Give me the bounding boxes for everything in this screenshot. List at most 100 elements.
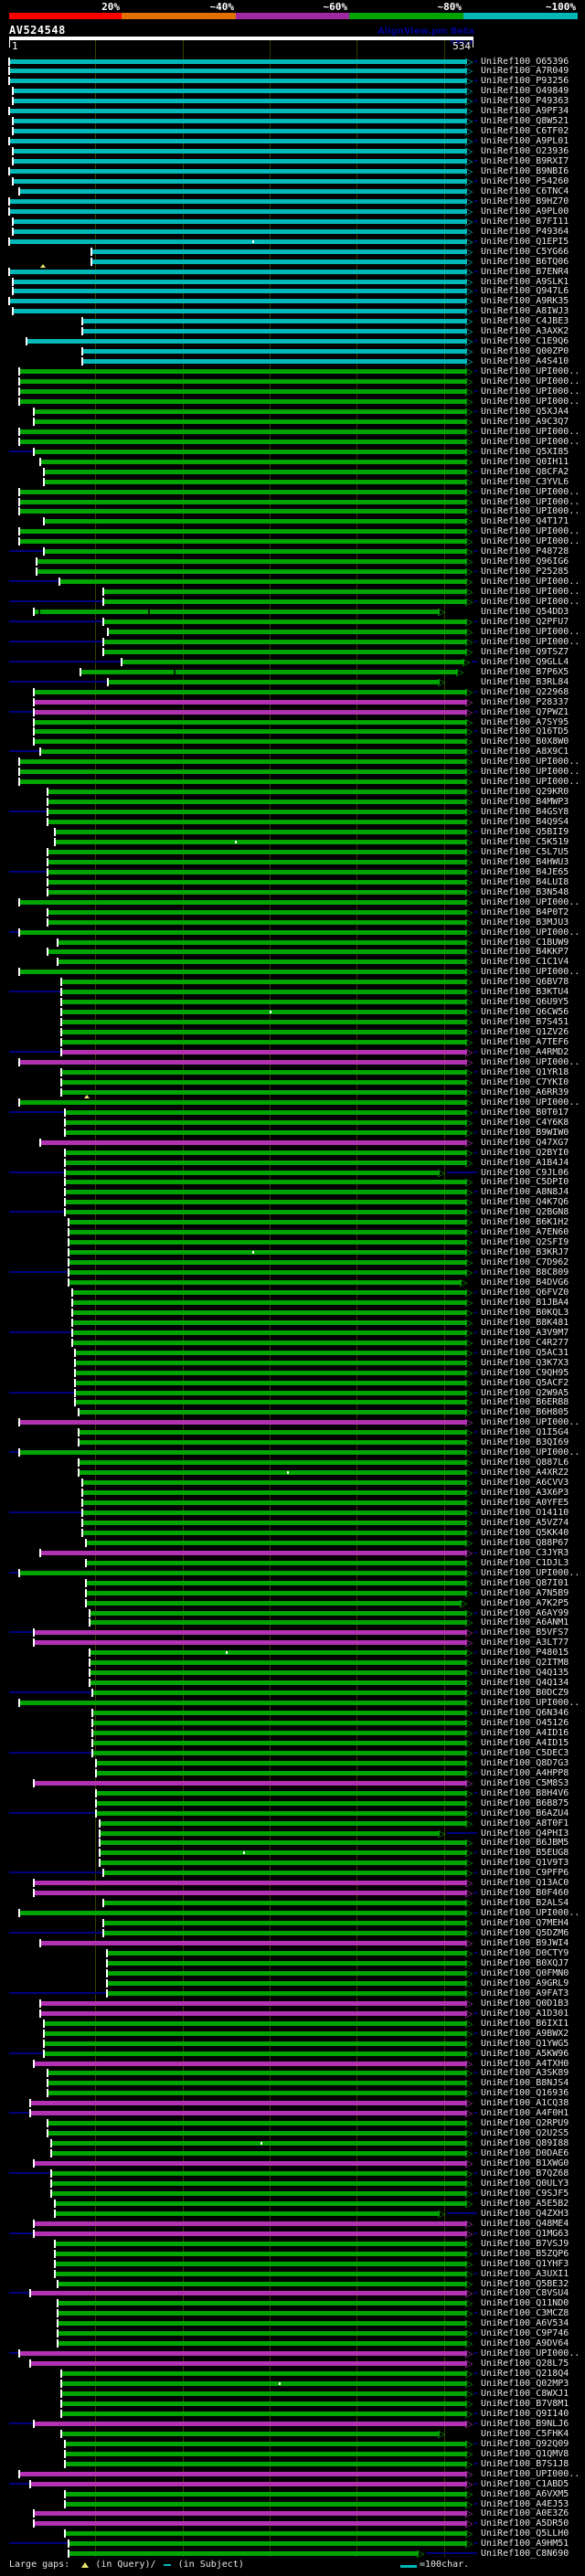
hit-label[interactable]: UniRef100_Q6N346	[481, 1708, 569, 1718]
alignment-row[interactable]: ▷ UniRef100_UPI000..	[0, 1698, 585, 1708]
hit-label[interactable]: UniRef100_Q9GLL4	[481, 657, 569, 667]
alignment-row[interactable]: ▷ UniRef100_Q00ZP0	[0, 346, 585, 356]
alignment-row[interactable]: ▷ UniRef100_Q5AC31	[0, 1348, 585, 1358]
alignment-row[interactable]: ▷ UniRef100_UPI000..	[0, 587, 585, 597]
hit-label[interactable]: UniRef100_A9PF34	[481, 106, 569, 116]
hit-label[interactable]: UniRef100_UPI000..	[481, 928, 580, 938]
hit-label[interactable]: UniRef100_A9DV64	[481, 2338, 569, 2348]
alignment-row[interactable]: ▷ UniRef100_Q3K7X3	[0, 1358, 585, 1368]
hit-label[interactable]: UniRef100_C5DEC3	[481, 1748, 569, 1758]
alignment-row[interactable]: ▷ UniRef100_UPI000..	[0, 1057, 585, 1067]
alignment-row[interactable]: ▷ UniRef100_A9PL01	[0, 136, 585, 146]
hit-label[interactable]: UniRef100_A4XRZ2	[481, 1468, 569, 1478]
hit-label[interactable]: UniRef100_Q7MEH4	[481, 1918, 569, 1928]
hit-label[interactable]: UniRef100_UPI000..	[481, 967, 580, 977]
hit-label[interactable]: UniRef100_C6TNC4	[481, 186, 569, 196]
alignment-row[interactable]: ▷ UniRef100_A7TEF6	[0, 1037, 585, 1047]
alignment-row[interactable]: ▷ UniRef100_A9HM51	[0, 2539, 585, 2549]
hit-label[interactable]: UniRef100_C4Y6K8	[481, 1118, 569, 1128]
alignment-row[interactable]: ▷ UniRef100_UPI000..	[0, 1447, 585, 1458]
alignment-row[interactable]: ▷ UniRef100_P49363	[0, 96, 585, 106]
hit-label[interactable]: UniRef100_Q8W521	[481, 116, 569, 126]
alignment-row[interactable]: ▷ UniRef100_A4XRZ2	[0, 1468, 585, 1478]
hit-label[interactable]: UniRef100_A0E3Z6	[481, 2508, 569, 2518]
alignment-row[interactable]: ▷ UniRef100_C9JL06	[0, 1168, 585, 1178]
alignment-row[interactable]: ▷ UniRef100_B4Q9S4	[0, 817, 585, 827]
alignment-row[interactable]: ▷ UniRef100_Q16TD5	[0, 726, 585, 737]
hit-label[interactable]: UniRef100_UPI000..	[481, 437, 580, 447]
hit-label[interactable]: UniRef100_UPI000..	[481, 2469, 580, 2479]
hit-label[interactable]: UniRef100_Q2RPU9	[481, 2118, 569, 2128]
hit-label[interactable]: UniRef100_A4S410	[481, 356, 569, 366]
alignment-row[interactable]: ▷ UniRef100_A5VZ74	[0, 1518, 585, 1528]
hit-label[interactable]: UniRef100_Q2SFI9	[481, 1237, 569, 1247]
alignment-row[interactable]: ▷ UniRef100_UPI000..	[0, 597, 585, 607]
alignment-row[interactable]: ▷ UniRef100_Q5BII9	[0, 827, 585, 837]
alignment-row[interactable]: ▷ UniRef100_Q22968	[0, 687, 585, 697]
alignment-row[interactable]: ▷ UniRef100_Q8D7G3	[0, 1758, 585, 1768]
alignment-row[interactable]: ▷ UniRef100_C4JBE3	[0, 316, 585, 326]
hit-label[interactable]: UniRef100_Q4Q135	[481, 1668, 569, 1678]
hit-label[interactable]: UniRef100_A6AY99	[481, 1608, 569, 1618]
hit-label[interactable]: UniRef100_Q3K7X3	[481, 1358, 569, 1368]
hit-label[interactable]: UniRef100_Q9TSZ7	[481, 647, 569, 657]
alignment-row[interactable]: ▷ UniRef100_A9PF34	[0, 106, 585, 116]
alignment-row[interactable]: ▷ UniRef100_Q1EPI5	[0, 237, 585, 247]
hit-label[interactable]: UniRef100_UPI000..	[481, 637, 580, 647]
hit-label[interactable]: UniRef100_B8C809	[481, 1267, 569, 1277]
alignment-row[interactable]: ▷ UniRef100_C1DJL3	[0, 1558, 585, 1568]
alignment-row[interactable]: ▷ UniRef100_Q4K7Q6	[0, 1197, 585, 1207]
hit-label[interactable]: UniRef100_Q0ULY3	[481, 2178, 569, 2189]
hit-label[interactable]: UniRef100_A4ID15	[481, 1738, 569, 1748]
hit-label[interactable]: UniRef100_Q218Q4	[481, 2369, 569, 2379]
alignment-row[interactable]: ▷ UniRef100_A9FAT3	[0, 1988, 585, 1998]
alignment-row[interactable]: ▷ UniRef100_Q0FMN0	[0, 1968, 585, 1978]
alignment-row[interactable]: ▷ UniRef100_Q1MG63	[0, 2229, 585, 2239]
alignment-row[interactable]: ▷ UniRef100_UPI000..	[0, 437, 585, 447]
alignment-row[interactable]: ▷ UniRef100_Q7MEH4	[0, 1918, 585, 1928]
hit-label[interactable]: UniRef100_Q1YHF3	[481, 2259, 569, 2269]
alignment-row[interactable]: ▷ UniRef100_C4Y6K8	[0, 1118, 585, 1128]
alignment-row[interactable]: ▷ UniRef100_P54260	[0, 176, 585, 186]
alignment-row[interactable]: ▷ UniRef100_B3N548	[0, 887, 585, 897]
alignment-row[interactable]: ▷ UniRef100_B5ZQP6	[0, 2249, 585, 2259]
alignment-row[interactable]: ▷ UniRef100_A6AY99	[0, 1608, 585, 1618]
hit-label[interactable]: UniRef100_B6H805	[481, 1407, 569, 1417]
hit-label[interactable]: UniRef100_Q4PHI3	[481, 1829, 569, 1839]
alignment-row[interactable]: ▷ UniRef100_Q29KR0	[0, 787, 585, 797]
alignment-row[interactable]: ▷ UniRef100_B3MJU3	[0, 917, 585, 928]
alignment-row[interactable]: ▷ UniRef100_A7N5B9	[0, 1588, 585, 1598]
hit-label[interactable]: UniRef100_B9JWI4	[481, 1938, 569, 1948]
hit-label[interactable]: UniRef100_Q4ZXH3	[481, 2209, 569, 2219]
alignment-row[interactable]: ▷ UniRef100_A4TXH0	[0, 2059, 585, 2069]
hit-label[interactable]: UniRef100_A9PL00	[481, 207, 569, 217]
alignment-row[interactable]: ▷ UniRef100_UPI000..	[0, 397, 585, 407]
alignment-row[interactable]: ▷ UniRef100_Q4T171	[0, 516, 585, 526]
hit-label[interactable]: UniRef100_Q92Q09	[481, 2439, 569, 2449]
alignment-row[interactable]: ▷ UniRef100_B4DVG6	[0, 1277, 585, 1288]
alignment-row[interactable]: ▷ UniRef100_UPI000..	[0, 577, 585, 587]
alignment-row[interactable]: ▷ UniRef100_A3UXI1	[0, 2269, 585, 2279]
hit-label[interactable]: UniRef100_UPI000..	[481, 757, 580, 767]
alignment-row[interactable]: ▷ UniRef100_B6TQ06	[0, 257, 585, 268]
alignment-row[interactable]: ▷ UniRef100_Q5LLH0	[0, 2528, 585, 2539]
alignment-row[interactable]: ▷ UniRef100_B3QI69	[0, 1437, 585, 1447]
alignment-row[interactable]: ▷ UniRef100_A9GRL9	[0, 1978, 585, 1988]
hit-label[interactable]: UniRef100_Q11ND0	[481, 2298, 569, 2308]
alignment-row[interactable]: ▷ UniRef100_UPI000..	[0, 637, 585, 647]
alignment-row[interactable]: ▷ UniRef100_A1B4J4	[0, 1158, 585, 1168]
hit-label[interactable]: UniRef100_C8N690	[481, 2549, 569, 2559]
hit-label[interactable]: UniRef100_B4KKP7	[481, 947, 569, 957]
alignment-row[interactable]: ▷ UniRef100_Q5DZM6	[0, 1928, 585, 1938]
hit-label[interactable]: UniRef100_Q89I88	[481, 2138, 569, 2148]
hit-label[interactable]: UniRef100_UPI000..	[481, 487, 580, 497]
alignment-row[interactable]: ▷ UniRef100_UPI000..	[0, 487, 585, 497]
alignment-row[interactable]: ▷ UniRef100_Q218Q4	[0, 2369, 585, 2379]
hit-label[interactable]: UniRef100_B0F460	[481, 1888, 569, 1898]
hit-label[interactable]: UniRef100_A1CQ38	[481, 2098, 569, 2108]
hit-label[interactable]: UniRef100_Q28L75	[481, 2359, 569, 2369]
hit-label[interactable]: UniRef100_C8VSU4	[481, 2288, 569, 2298]
hit-label[interactable]: UniRef100_UPI000..	[481, 536, 580, 546]
hit-label[interactable]: UniRef100_B3MJU3	[481, 917, 569, 928]
alignment-row[interactable]: ▷ UniRef100_P48728	[0, 546, 585, 557]
